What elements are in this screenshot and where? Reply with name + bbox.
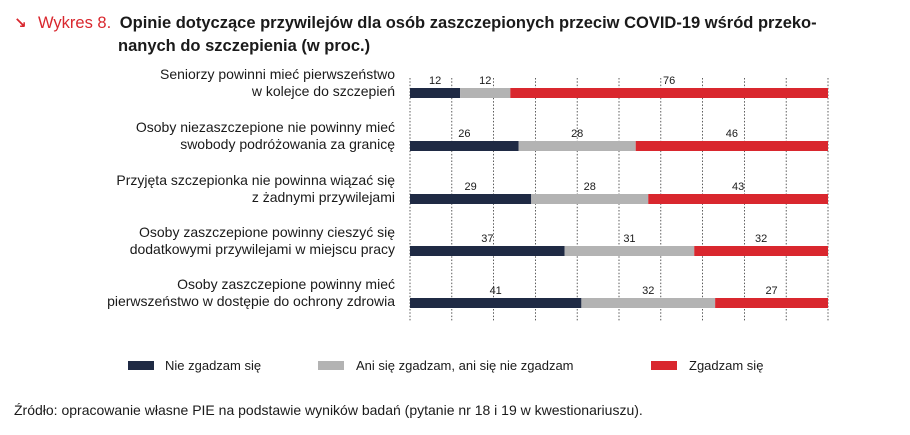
arrow-down-right-icon: ↘	[14, 15, 27, 32]
gridlines	[409, 78, 829, 322]
title-line-2: nanych do szczepienia (w proc.)	[118, 37, 371, 55]
category-label-line: dodatkowymi przywilejami w miejscu pracy	[130, 241, 395, 257]
category-label-line: Seniorzy powinni mieć pierwszeństwo	[160, 66, 395, 82]
source-note: Źródło: opracowanie własne PIE na podsta…	[14, 402, 643, 418]
bars	[410, 88, 828, 308]
bar-segment	[410, 246, 565, 256]
category-label: Osoby zaszczepione powinny cieszyć się do…	[130, 224, 396, 257]
legend-label: Ani się zgadzam, ani się nie zgadzam	[356, 358, 574, 373]
bar-segment	[694, 246, 828, 256]
bar-segment	[510, 88, 828, 98]
data-label: 41	[490, 285, 502, 297]
data-label: 37	[481, 233, 493, 245]
legend-swatch	[318, 361, 344, 370]
data-label: 12	[429, 75, 441, 87]
value-labels: 12 12 76 26 28 46 29 28 43 37 31 32 41 32 27	[429, 75, 778, 297]
data-label: 26	[458, 128, 470, 140]
bar-segment	[460, 88, 511, 98]
legend-swatch	[128, 361, 154, 370]
data-label: 12	[479, 75, 491, 87]
category-label-line: pierwszeństwo w dostępie do ochrony zdro…	[107, 293, 395, 309]
bar-segment	[531, 194, 649, 204]
bar-segment	[635, 141, 828, 151]
category-label: Osoby niezaszczepione nie powinny mieć sw…	[136, 119, 395, 152]
legend-label: Zgadzam się	[689, 358, 763, 373]
data-label: 28	[571, 128, 583, 140]
category-label-line: z żadnymi przywilejami	[252, 189, 395, 205]
bar-segment	[648, 194, 828, 204]
data-label: 29	[464, 181, 476, 193]
category-label: Osoby zaszczepione powinny mieć pierwszeń…	[107, 276, 395, 309]
data-label: 28	[584, 181, 596, 193]
category-label: Przyjęta szczepionka nie powinna wiązać …	[116, 172, 395, 205]
legend-label: Nie zgadzam się	[165, 358, 261, 373]
bar-segment	[410, 141, 519, 151]
legend-swatch	[651, 361, 677, 370]
data-label: 43	[732, 181, 744, 193]
bar-segment	[518, 141, 636, 151]
bar-segment	[581, 298, 716, 308]
data-label: 32	[755, 233, 767, 245]
data-label: 32	[642, 285, 654, 297]
data-label: 27	[765, 285, 777, 297]
category-label-line: Osoby niezaszczepione nie powinny mieć	[136, 119, 395, 135]
category-label-line: Osoby zaszczepione powinny mieć	[177, 276, 395, 292]
bar-segment	[410, 298, 582, 308]
category-label-line: swobody podróżowania za granicę	[180, 136, 395, 152]
category-label: Seniorzy powinni mieć pierwszeństwo w kol…	[160, 66, 395, 99]
data-label: 76	[663, 75, 675, 87]
category-label-line: w kolejce do szczepień	[251, 83, 395, 99]
bar-segment	[564, 246, 695, 256]
bar-segment	[410, 88, 461, 98]
bar-segment	[410, 194, 532, 204]
category-labels: Seniorzy powinni mieć pierwszeństwo w kol…	[107, 66, 395, 309]
title-line-1: Opinie dotyczące przywilejów dla osób za…	[119, 14, 817, 32]
chart-number-label: Wykres 8.	[38, 14, 112, 32]
bar-segment	[715, 298, 828, 308]
data-label: 31	[623, 233, 635, 245]
data-label: 46	[726, 128, 738, 140]
chart-title: ↘ Wykres 8. Opinie dotyczące przywilejów …	[14, 12, 904, 57]
legend: Nie zgadzam się Ani się zgadzam, ani się …	[128, 358, 763, 373]
category-label-line: Przyjęta szczepionka nie powinna wiązać …	[116, 172, 395, 188]
category-label-line: Osoby zaszczepione powinny cieszyć się	[139, 224, 395, 240]
